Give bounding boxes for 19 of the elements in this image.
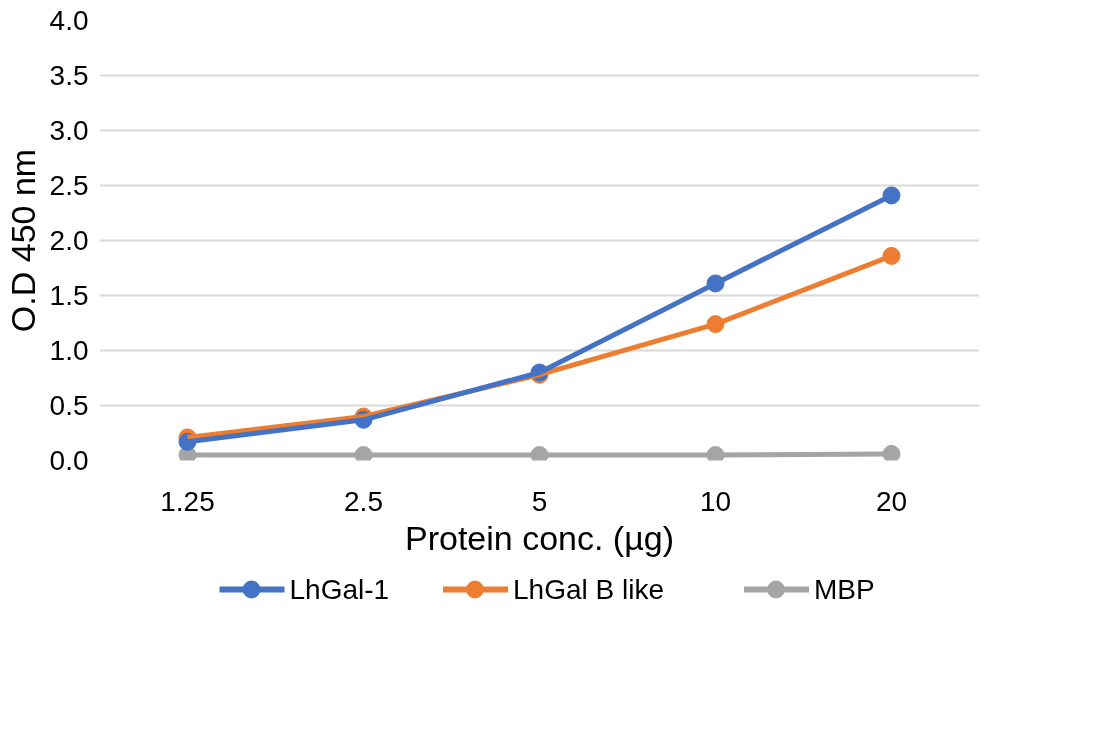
x-tick-label: 5: [531, 485, 548, 517]
x-tick-label: 10: [699, 485, 732, 517]
x-axis-title: Protein conc. (µg): [404, 518, 675, 557]
y-tick-label: 3.5: [49, 60, 89, 91]
y-tick-label: 1.5: [49, 280, 89, 311]
legend-label: LhGal-1: [289, 574, 390, 605]
x-tick-label: 1.25: [160, 485, 215, 517]
y-tick-label: 0.0: [49, 445, 89, 476]
y-tick-label: 2.5: [49, 170, 89, 201]
y-tick-label: 4.0: [49, 5, 89, 36]
legend-label: LhGal B like: [513, 574, 664, 605]
y-tick-label: 0.5: [49, 390, 89, 421]
y-tick-label: 2.0: [49, 225, 89, 256]
x-tick-label: 20: [875, 485, 908, 517]
y-axis-title: O.D 450 nm: [3, 148, 42, 333]
y-tick-label: 1.0: [49, 335, 89, 366]
y-tick-label: 3.0: [49, 115, 89, 146]
legend-label: MBP: [814, 574, 875, 605]
x-tick-label: 2.5: [344, 485, 383, 517]
